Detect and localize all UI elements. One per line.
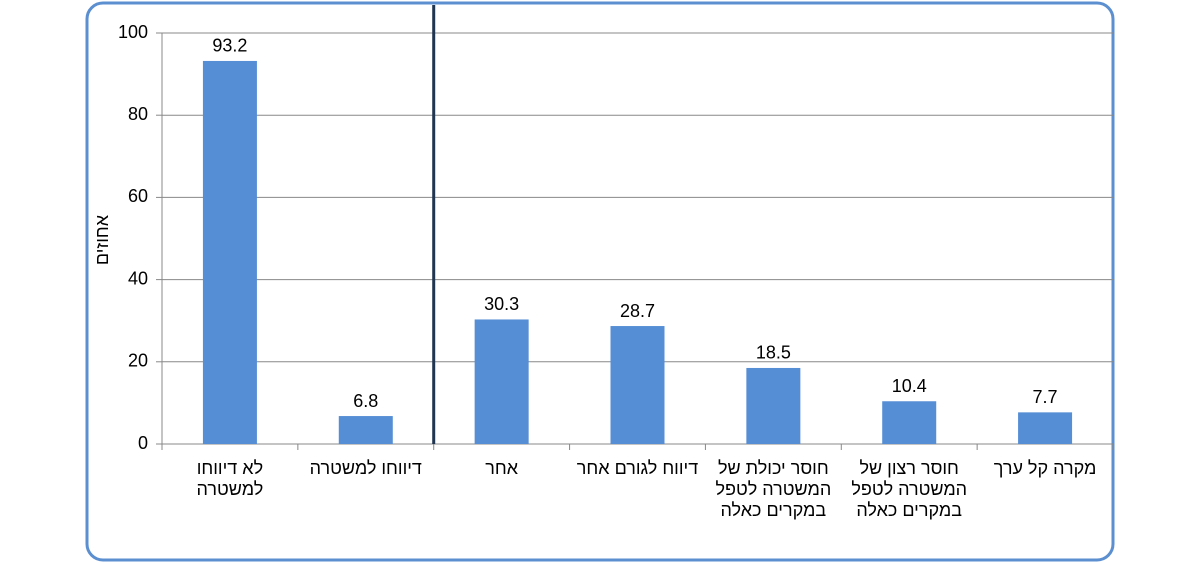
value-label: 28.7 xyxy=(620,301,655,321)
y-tick-label: 80 xyxy=(128,104,148,124)
x-tick-label: אחר xyxy=(485,458,518,478)
value-label: 93.2 xyxy=(212,36,247,56)
frame xyxy=(85,1,1115,562)
x-tick-label: לא דיווחו למשטרה xyxy=(196,458,264,499)
y-tick-label: 100 xyxy=(118,22,148,42)
x-tick-label: מקרה קל ערך xyxy=(993,458,1097,478)
bar xyxy=(610,326,665,444)
x-tick-label: דיווח לגורם אחר xyxy=(576,458,699,478)
bar xyxy=(746,367,801,444)
bar xyxy=(882,401,937,444)
x-tick-label: דיווחו למשטרה xyxy=(309,458,422,478)
bar xyxy=(202,60,257,444)
value-label: 7.7 xyxy=(1033,387,1058,407)
y-tick-label: 0 xyxy=(138,433,148,453)
bar xyxy=(474,319,529,444)
bar xyxy=(1018,412,1073,444)
value-label: 18.5 xyxy=(756,343,791,363)
x-tick-label: חוסר יכולת של המשטרה לטפל במקרים כאלה xyxy=(715,458,832,520)
value-label: 30.3 xyxy=(484,294,519,314)
y-tick-label: 60 xyxy=(128,186,148,206)
y-tick-label: 20 xyxy=(128,351,148,371)
x-tick-label: חוסר רצון של המשטרה לטפל במקרים כאלה xyxy=(851,458,968,520)
value-label: 6.8 xyxy=(353,391,378,411)
bar xyxy=(338,416,393,444)
value-label: 10.4 xyxy=(892,376,927,396)
y-axis-label: אחוזים xyxy=(92,214,112,265)
y-tick-label: 40 xyxy=(128,268,148,288)
